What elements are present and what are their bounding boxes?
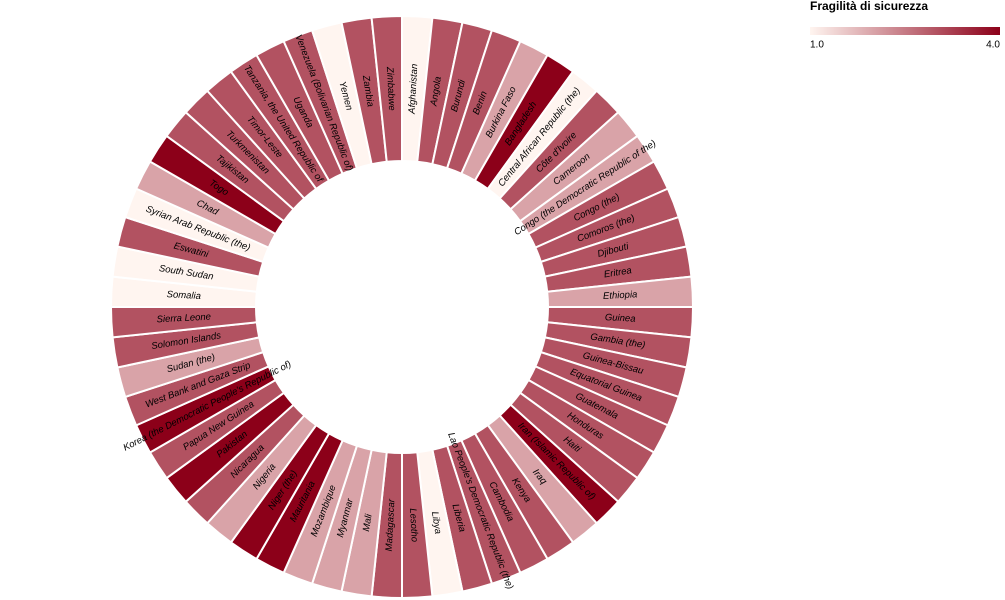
segment-label: Zimbabwe xyxy=(384,66,397,111)
segment-label: Afghanistan xyxy=(407,63,421,115)
segment-label: Guinea xyxy=(605,312,636,325)
color-bar xyxy=(810,27,1000,35)
legend-tick-label: 1.0 xyxy=(810,40,824,51)
legend-tick-label: 4.0 xyxy=(986,40,1000,51)
segment-label: Ethiopia xyxy=(603,289,638,302)
segment-label: Libya xyxy=(429,511,443,535)
segment-label: Madagascar xyxy=(384,498,398,552)
segment-label: Mali xyxy=(361,512,375,532)
segment-label: Zambia xyxy=(360,74,376,108)
segment-label: Somalia xyxy=(166,289,201,302)
segment-label: Lesotho xyxy=(407,508,420,542)
donut-segment xyxy=(370,14,403,163)
segment-label: Angola xyxy=(428,76,444,108)
segment-label: Sierra Leone xyxy=(156,312,211,326)
segment-label: Eritrea xyxy=(603,265,632,280)
legend-title: Fragilità di sicurezza xyxy=(810,0,928,13)
